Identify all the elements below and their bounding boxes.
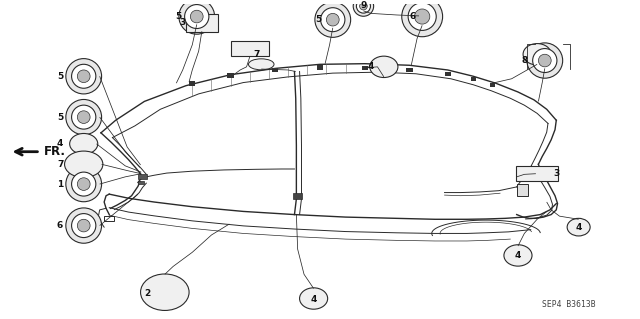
- Ellipse shape: [532, 48, 557, 72]
- Text: 4: 4: [368, 62, 374, 71]
- Ellipse shape: [504, 245, 532, 266]
- Bar: [490, 83, 495, 87]
- Ellipse shape: [315, 2, 351, 37]
- Ellipse shape: [66, 100, 102, 135]
- Ellipse shape: [77, 178, 90, 190]
- Ellipse shape: [370, 56, 398, 78]
- Text: 7: 7: [57, 160, 63, 169]
- Ellipse shape: [72, 64, 96, 88]
- Text: 1: 1: [57, 180, 63, 189]
- Bar: [138, 181, 145, 184]
- Text: 8: 8: [521, 56, 527, 65]
- Text: 9: 9: [360, 1, 367, 10]
- Bar: [138, 174, 147, 179]
- Bar: [516, 184, 528, 196]
- Ellipse shape: [567, 218, 590, 236]
- Ellipse shape: [66, 167, 102, 202]
- Ellipse shape: [65, 151, 103, 177]
- Ellipse shape: [402, 0, 443, 37]
- Bar: [230, 41, 269, 56]
- Text: 4: 4: [57, 139, 63, 148]
- Bar: [445, 72, 451, 76]
- Bar: [293, 193, 302, 199]
- Ellipse shape: [179, 0, 214, 34]
- Ellipse shape: [321, 8, 345, 32]
- Bar: [227, 73, 234, 78]
- Ellipse shape: [353, 0, 374, 16]
- Ellipse shape: [77, 111, 90, 123]
- Bar: [317, 65, 323, 70]
- Text: 6: 6: [410, 12, 416, 21]
- Ellipse shape: [360, 2, 367, 10]
- Ellipse shape: [356, 0, 371, 13]
- Ellipse shape: [523, 44, 551, 65]
- Text: 5: 5: [175, 12, 181, 21]
- Bar: [362, 66, 368, 70]
- Bar: [516, 166, 558, 181]
- Text: 5: 5: [57, 113, 63, 122]
- Ellipse shape: [141, 274, 189, 310]
- Text: SEP4 B3613B: SEP4 B3613B: [542, 300, 596, 309]
- Ellipse shape: [72, 105, 96, 129]
- Text: 4: 4: [515, 251, 521, 260]
- Bar: [470, 77, 476, 81]
- Ellipse shape: [72, 172, 96, 196]
- Bar: [104, 216, 114, 221]
- Text: 4: 4: [310, 295, 317, 304]
- Ellipse shape: [184, 4, 209, 28]
- Ellipse shape: [300, 288, 328, 309]
- Text: 5: 5: [57, 72, 63, 81]
- Text: 4: 4: [575, 223, 582, 232]
- Text: 5: 5: [316, 15, 322, 24]
- Text: 6: 6: [57, 221, 63, 230]
- Text: 3: 3: [180, 18, 186, 27]
- Bar: [189, 81, 195, 86]
- Text: FR.: FR.: [44, 145, 66, 158]
- Ellipse shape: [66, 59, 102, 94]
- Ellipse shape: [415, 9, 430, 24]
- Ellipse shape: [538, 54, 551, 67]
- Ellipse shape: [66, 208, 102, 243]
- Text: 3: 3: [553, 169, 559, 178]
- Ellipse shape: [408, 3, 436, 30]
- Ellipse shape: [527, 43, 563, 78]
- Ellipse shape: [190, 10, 203, 23]
- Ellipse shape: [248, 59, 274, 70]
- Bar: [272, 68, 278, 72]
- Ellipse shape: [326, 13, 339, 26]
- Ellipse shape: [72, 214, 96, 238]
- Text: 2: 2: [145, 289, 150, 298]
- Ellipse shape: [70, 133, 98, 154]
- Bar: [445, 71, 451, 76]
- Bar: [186, 14, 218, 32]
- Ellipse shape: [77, 70, 90, 83]
- Ellipse shape: [77, 219, 90, 232]
- Text: 7: 7: [253, 50, 259, 59]
- Bar: [406, 68, 413, 72]
